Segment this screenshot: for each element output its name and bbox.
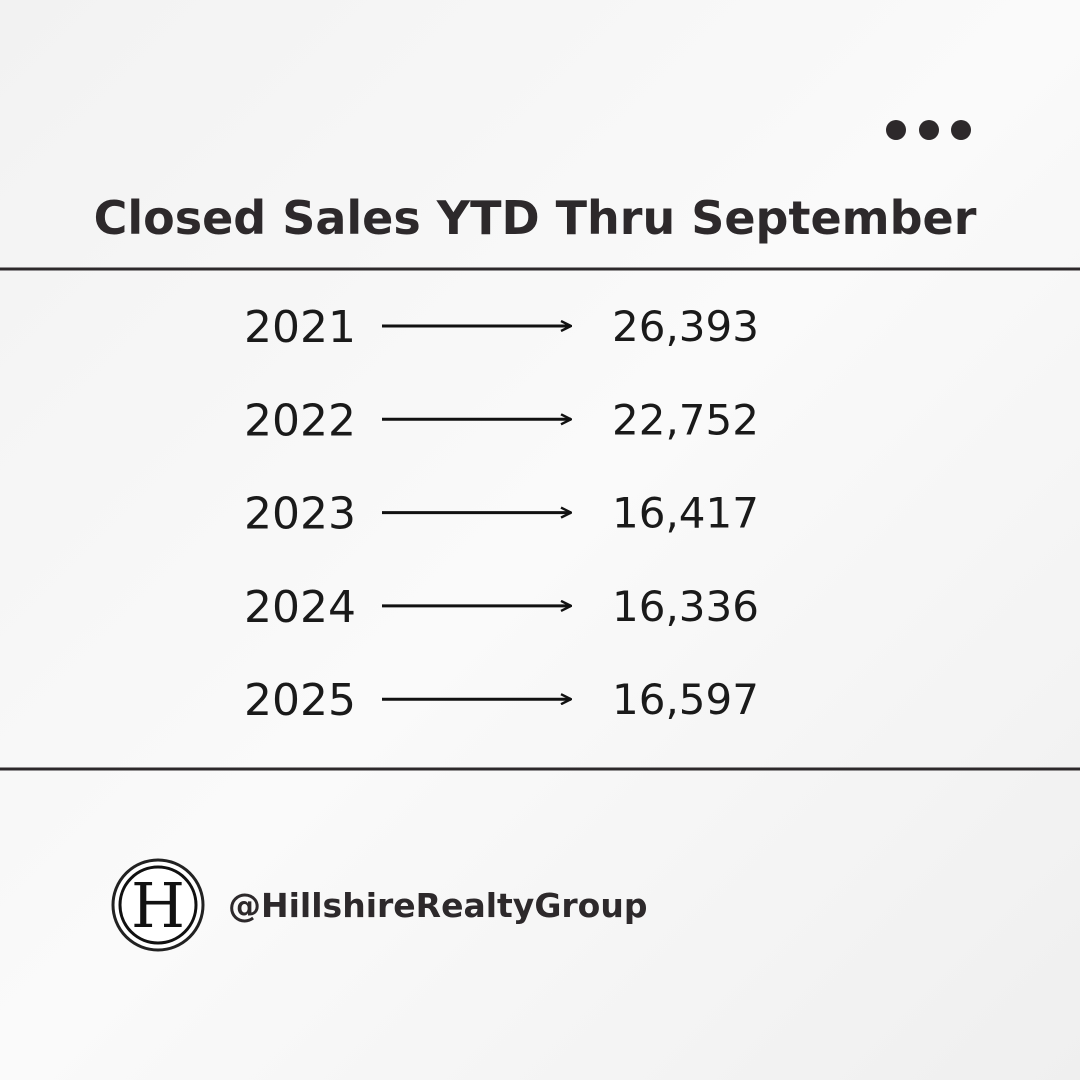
sales-value: 16,417 <box>612 489 759 538</box>
sales-value: 16,597 <box>612 675 759 724</box>
logo-letter: H <box>131 869 185 942</box>
year: 2023 <box>244 489 356 540</box>
sales-value: 26,393 <box>612 302 759 351</box>
sales-value: 16,336 <box>612 582 759 631</box>
year: 2024 <box>244 582 356 633</box>
sales-value: 22,752 <box>612 395 759 444</box>
logo-inner <box>118 865 198 945</box>
year: 2022 <box>244 395 356 446</box>
handle: @HillshireRealtyGroup <box>228 886 647 925</box>
year: 2025 <box>244 675 356 726</box>
title: Closed Sales YTD Thru September <box>94 191 977 245</box>
dots <box>886 120 971 140</box>
year: 2021 <box>244 302 356 353</box>
rows: 2021 26,393 2022 22,752 2023 16,417 2024 16,336… <box>244 302 759 726</box>
